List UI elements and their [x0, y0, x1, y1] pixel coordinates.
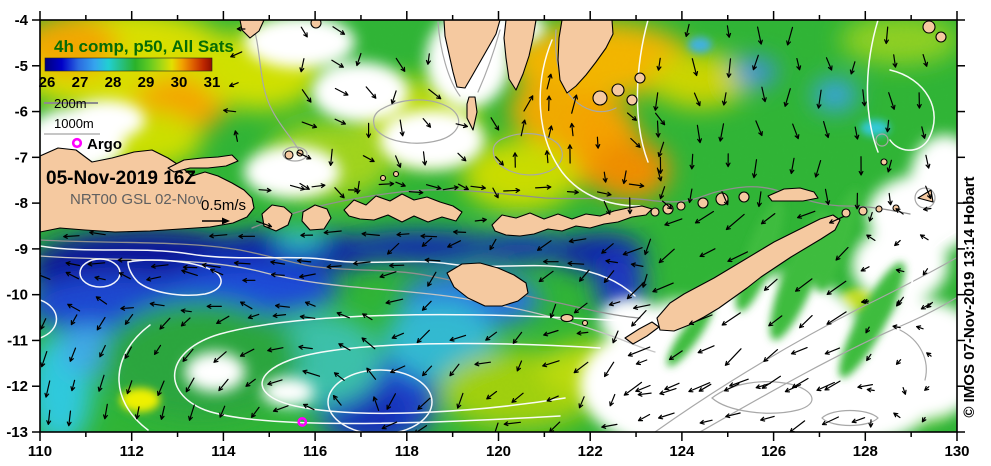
datetime-label: 05-Nov-2019 16Z: [46, 168, 196, 189]
speed-scale-arrow: [202, 217, 230, 225]
argo-float-markers: [297, 417, 308, 427]
tick-label: -4: [15, 12, 29, 29]
tick-label: 124: [669, 443, 695, 460]
land-sumba: [446, 262, 529, 307]
land-sumbawa: [343, 193, 463, 223]
tick-label: -6: [15, 104, 28, 121]
tick-label: 130: [944, 443, 969, 460]
credit-text: © IMOS 07-Nov-2019 13:14 Hobart: [961, 176, 978, 417]
svg-text:26: 26: [39, 74, 56, 91]
land-lombok: [301, 204, 332, 231]
land-wetar: [767, 187, 819, 202]
tick-label: 112: [120, 443, 144, 460]
tick-label: 128: [853, 443, 878, 460]
tick-label: -9: [15, 241, 28, 258]
contour-200m-label: 200m: [54, 96, 87, 111]
speed-scale-label: 0.5m/s: [201, 197, 246, 214]
land-madura: [167, 154, 239, 173]
tick-label: -12: [6, 378, 28, 395]
plot-frame: [39, 19, 958, 433]
land-rote: [624, 321, 660, 345]
tick-label: -7: [15, 149, 28, 166]
map-area: [40, 20, 957, 432]
colorbar-labels: 26 27 28 29 30 31: [39, 74, 221, 91]
land-sulawesi-sw: [443, 20, 501, 89]
svg-text:30: 30: [171, 74, 188, 91]
land-sulawesi-se: [557, 20, 614, 94]
argo-legend-label: Argo: [87, 136, 122, 153]
land-selayar: [466, 96, 478, 131]
tick-label: -5: [15, 58, 28, 75]
colorbar: [44, 57, 213, 72]
land-sulawesi-bone: [503, 20, 537, 91]
model-label: NRT00 GSL 02-Nov: [70, 191, 204, 208]
landmasses: [40, 20, 947, 345]
tick-label: -11: [7, 332, 28, 349]
tick-label: -10: [6, 287, 28, 304]
svg-text:31: 31: [204, 74, 221, 91]
tick-label: -8: [15, 195, 28, 212]
current-arrow-field: [40, 23, 933, 432]
tick-label: 116: [303, 443, 327, 460]
current-vectors: [40, 23, 933, 432]
land-timor: [656, 214, 841, 332]
tick-label: 110: [28, 443, 52, 460]
tick-label: 126: [761, 443, 786, 460]
land-kalimantan-tip: [239, 20, 265, 39]
legend: 4h comp, p50, All Sats 26 27 28 29 30 31…: [39, 37, 246, 225]
map-title: 4h comp, p50, All Sats: [54, 37, 234, 56]
bathymetry-contours: [40, 21, 957, 432]
tick-label: 120: [486, 443, 511, 460]
land-java: [40, 147, 255, 233]
tick-label: -13: [6, 424, 28, 441]
axis-ticks: 110 112 114 116 118 120 122 124 126 128 130 -4 -5 -6 -…: [6, 11, 970, 460]
svg-text:28: 28: [105, 74, 122, 91]
tick-label: 122: [578, 443, 603, 460]
contour-1000m-label: 1000m: [54, 116, 94, 131]
svg-text:29: 29: [138, 74, 155, 91]
svg-text:27: 27: [72, 74, 89, 91]
argo-legend-marker: [71, 137, 83, 149]
argo-float-marker: [297, 417, 308, 427]
tick-label: 118: [395, 443, 419, 460]
tick-label: 114: [211, 443, 236, 460]
land-flores: [491, 205, 653, 237]
